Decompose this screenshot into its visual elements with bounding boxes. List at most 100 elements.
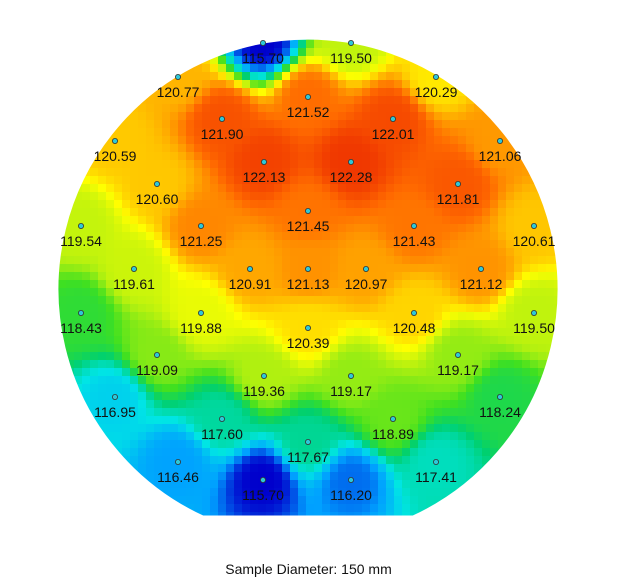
heatmap-cell bbox=[66, 232, 75, 241]
heatmap-cell bbox=[418, 448, 427, 457]
heatmap-cell bbox=[154, 208, 163, 217]
heatmap-cell bbox=[322, 304, 331, 313]
heatmap-cell bbox=[194, 136, 203, 145]
heatmap-cell bbox=[234, 368, 243, 377]
heatmap-cell bbox=[146, 440, 155, 449]
heatmap-cell bbox=[434, 432, 443, 441]
heatmap-cell bbox=[514, 39, 523, 41]
heatmap-cell bbox=[90, 264, 99, 273]
heatmap-cell bbox=[258, 288, 267, 297]
heatmap-cell bbox=[330, 208, 339, 217]
heatmap-cell bbox=[74, 504, 83, 513]
heatmap-cell bbox=[306, 392, 315, 401]
heatmap-cell bbox=[346, 192, 355, 201]
heatmap-cell bbox=[514, 136, 523, 145]
heatmap-cell bbox=[378, 400, 387, 409]
heatmap-cell bbox=[266, 256, 275, 265]
heatmap-cell bbox=[482, 376, 491, 385]
heatmap-cell bbox=[522, 296, 531, 305]
heatmap-cell bbox=[154, 96, 163, 105]
heatmap-cell bbox=[338, 200, 347, 209]
heatmap-cell bbox=[386, 192, 395, 201]
heatmap-cell bbox=[226, 408, 235, 417]
heatmap-cell bbox=[186, 88, 195, 97]
heatmap-cell bbox=[298, 424, 307, 433]
heatmap-cell bbox=[394, 464, 403, 473]
heatmap-cell bbox=[410, 480, 419, 489]
heatmap-cell bbox=[362, 328, 371, 337]
heatmap-cell bbox=[346, 360, 355, 369]
heatmap-cell bbox=[554, 376, 559, 385]
heatmap-cell bbox=[442, 184, 451, 193]
heatmap-cell bbox=[410, 64, 419, 73]
heatmap-cell bbox=[426, 264, 435, 273]
heatmap-cell bbox=[458, 208, 467, 217]
heatmap-cell bbox=[306, 176, 315, 185]
heatmap-cell bbox=[378, 440, 387, 449]
heatmap-cell bbox=[242, 39, 251, 41]
heatmap-cell bbox=[82, 240, 91, 249]
heatmap-cell bbox=[202, 504, 211, 513]
point-value-label: 120.97 bbox=[345, 276, 388, 292]
heatmap-cell bbox=[250, 480, 259, 489]
heatmap-cell bbox=[170, 144, 179, 153]
heatmap-cell bbox=[466, 232, 475, 241]
heatmap-cell bbox=[386, 80, 395, 89]
heatmap-cell bbox=[370, 248, 379, 257]
heatmap-cell bbox=[82, 64, 91, 73]
heatmap-cell bbox=[466, 400, 475, 409]
heatmap-cell bbox=[66, 16, 75, 25]
heatmap-cell bbox=[386, 200, 395, 209]
heatmap-cell bbox=[266, 128, 275, 137]
heatmap-cell bbox=[546, 336, 555, 345]
heatmap-cell bbox=[66, 0, 75, 9]
heatmap-cell bbox=[90, 96, 99, 105]
heatmap-cell bbox=[458, 176, 467, 185]
heatmap-cell bbox=[90, 392, 99, 401]
heatmap-cell bbox=[498, 448, 507, 457]
heatmap-cell bbox=[66, 264, 75, 273]
heatmap-cell bbox=[562, 0, 571, 9]
heatmap-cell bbox=[362, 16, 371, 25]
heatmap-cell bbox=[266, 424, 275, 433]
heatmap-cell bbox=[522, 328, 531, 337]
heatmap-cell bbox=[258, 312, 267, 321]
heatmap-cell bbox=[290, 480, 299, 489]
heatmap-cell bbox=[130, 248, 139, 257]
heatmap-cell bbox=[138, 152, 147, 161]
heatmap-cell bbox=[450, 192, 459, 201]
heatmap-cell bbox=[442, 280, 451, 289]
heatmap-cell bbox=[450, 456, 459, 465]
heatmap-cell bbox=[154, 328, 163, 337]
heatmap-cell bbox=[546, 464, 555, 473]
heatmap-cell bbox=[58, 432, 59, 441]
heatmap-cell bbox=[330, 472, 339, 481]
heatmap-cell bbox=[346, 39, 355, 41]
heatmap-cell bbox=[402, 24, 411, 33]
heatmap-cell bbox=[82, 432, 91, 441]
heatmap-cell bbox=[66, 39, 75, 41]
heatmap-cell bbox=[170, 472, 179, 481]
heatmap-cell bbox=[562, 120, 571, 129]
heatmap-cell bbox=[490, 376, 499, 385]
heatmap-cell bbox=[266, 168, 275, 177]
heatmap-cell bbox=[410, 240, 419, 249]
heatmap-cell bbox=[202, 464, 211, 473]
heatmap-cell bbox=[242, 192, 251, 201]
heatmap-cell bbox=[482, 232, 491, 241]
heatmap-cell bbox=[98, 144, 107, 153]
heatmap-cell bbox=[82, 48, 91, 57]
measurement-point: 120.60 bbox=[136, 180, 179, 207]
heatmap-cell bbox=[106, 344, 115, 353]
heatmap-cell bbox=[170, 368, 179, 377]
heatmap-cell bbox=[258, 432, 267, 441]
heatmap-cell bbox=[274, 120, 283, 129]
heatmap-cell bbox=[154, 400, 163, 409]
heatmap-cell bbox=[106, 0, 115, 9]
heatmap-cell bbox=[354, 384, 363, 393]
point-marker bbox=[347, 40, 354, 47]
heatmap-cell bbox=[394, 80, 403, 89]
heatmap-cell bbox=[434, 264, 443, 273]
heatmap-cell bbox=[74, 432, 83, 441]
heatmap-cell bbox=[410, 320, 419, 329]
